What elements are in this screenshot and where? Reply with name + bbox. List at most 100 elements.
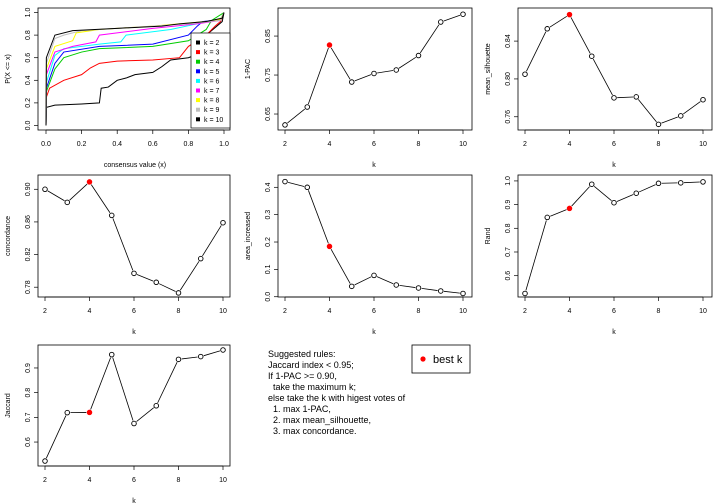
x-tick-label: 6 bbox=[612, 141, 616, 148]
x-tick-label: 8 bbox=[417, 141, 421, 148]
line-segment bbox=[617, 96, 634, 99]
data-point bbox=[611, 95, 617, 101]
line-segment bbox=[639, 184, 656, 193]
data-point bbox=[282, 122, 288, 128]
y-tick-label: 0.8 bbox=[505, 223, 512, 233]
data-point bbox=[64, 409, 70, 416]
x-tick-label: 0.8 bbox=[184, 141, 194, 148]
line-segment bbox=[419, 24, 440, 54]
line-segment bbox=[307, 47, 329, 105]
y-tick-label: 0.86 bbox=[25, 215, 32, 229]
line-segment bbox=[377, 70, 394, 74]
rule-line: take the maximum k; bbox=[268, 382, 356, 392]
data-point bbox=[64, 199, 70, 206]
data-point bbox=[415, 52, 422, 59]
line-segment bbox=[112, 357, 134, 421]
legend: k = 2 k = 3 k = 4 k = 5 k = 6 k = 7 k = 8 k = 9… bbox=[190, 32, 231, 129]
line-segment bbox=[443, 14, 461, 22]
x-tick-label: 8 bbox=[177, 477, 181, 484]
x-tick-label: 4 bbox=[568, 308, 572, 315]
line-segment bbox=[570, 17, 591, 54]
x-tick-label: 4 bbox=[88, 308, 92, 315]
data-point bbox=[175, 290, 182, 296]
y-tick-label: 0.84 bbox=[505, 34, 512, 48]
data-point bbox=[460, 11, 466, 17]
line-segment bbox=[330, 47, 351, 80]
panel-jaccard: 2 4 6 8 10 0.6 0.7 0.8 0.9 k Jaccard bbox=[5, 344, 231, 504]
best-k-legend: best k bbox=[411, 344, 471, 374]
data-point bbox=[678, 180, 684, 186]
data-point bbox=[131, 420, 137, 427]
y-axis-label: 1-PAC bbox=[245, 59, 252, 79]
legend-label: k = 6 bbox=[204, 78, 219, 85]
x-tick-label: 4 bbox=[568, 141, 572, 148]
data-point bbox=[589, 53, 595, 59]
data-point bbox=[393, 67, 400, 73]
x-tick-label: 4 bbox=[328, 141, 332, 148]
line-segment bbox=[287, 108, 306, 124]
data-point bbox=[678, 113, 684, 119]
y-tick-label: 0.8 bbox=[25, 388, 32, 398]
y-tick-label: 0.4 bbox=[25, 75, 32, 85]
line-segment bbox=[354, 74, 372, 82]
plot-frame bbox=[37, 344, 231, 467]
x-tick-label: 6 bbox=[372, 141, 376, 148]
plot-frame bbox=[37, 174, 231, 298]
line-segment bbox=[637, 99, 657, 123]
data-point bbox=[175, 356, 182, 363]
best-k-point bbox=[326, 42, 333, 48]
y-tick-label: 0.1 bbox=[265, 264, 272, 274]
y-tick-label: 0.0 bbox=[25, 121, 32, 131]
data-point bbox=[304, 104, 311, 110]
line-segment bbox=[90, 184, 111, 213]
y-axis-label: mean_silhouette bbox=[485, 43, 492, 94]
rule-line: 3. max concordance. bbox=[268, 426, 357, 436]
x-tick-label: 6 bbox=[612, 308, 616, 315]
x-tick-label: 0.0 bbox=[41, 141, 51, 148]
x-tick-label: 2 bbox=[283, 308, 287, 315]
line-segment bbox=[287, 181, 305, 187]
y-tick-label: 0.4 bbox=[265, 182, 272, 192]
y-tick-label: 0.0 bbox=[265, 292, 272, 302]
data-point bbox=[197, 255, 204, 262]
x-axis-label: k bbox=[612, 162, 616, 169]
data-point bbox=[633, 94, 640, 100]
line-segment bbox=[421, 288, 438, 291]
line-segment bbox=[550, 209, 567, 217]
x-tick-label: 0.4 bbox=[112, 141, 122, 148]
y-tick-label: 0.90 bbox=[25, 182, 32, 196]
y-tick-label: 0.2 bbox=[25, 98, 32, 108]
line-segment bbox=[181, 356, 198, 360]
data-point bbox=[371, 70, 377, 77]
y-tick-label: 0.85 bbox=[265, 29, 272, 43]
legend-swatch bbox=[196, 107, 200, 112]
panel-rand: 2 4 6 8 10 0.6 0.7 0.8 0.9 1.0 k Rand bbox=[485, 174, 713, 336]
y-axis-label: area_increased bbox=[245, 212, 252, 260]
line-segment bbox=[443, 290, 460, 294]
data-point bbox=[522, 290, 528, 297]
line-segment bbox=[330, 248, 351, 284]
y-tick-label: 1.0 bbox=[25, 8, 32, 18]
plot-frame bbox=[517, 174, 713, 298]
line-segment bbox=[616, 194, 634, 202]
legend-label: k = 9 bbox=[204, 107, 219, 114]
x-axis-label: k bbox=[612, 329, 616, 336]
y-tick-label: 0.82 bbox=[25, 248, 32, 262]
x-tick-label: 10 bbox=[219, 308, 227, 315]
y-tick-label: 0.75 bbox=[265, 68, 272, 82]
x-tick-label: 8 bbox=[177, 308, 181, 315]
y-tick-label: 0.9 bbox=[505, 200, 512, 210]
data-point bbox=[460, 290, 466, 297]
x-tick-label: 2 bbox=[523, 308, 527, 315]
y-tick-label: 0.6 bbox=[505, 271, 512, 281]
line-segment bbox=[354, 276, 372, 286]
data-point bbox=[349, 283, 355, 290]
legend-swatch bbox=[196, 88, 200, 93]
y-tick-label: 0.76 bbox=[505, 110, 512, 124]
legend-swatch bbox=[196, 78, 200, 83]
x-tick-label: 2 bbox=[523, 141, 527, 148]
ecdf-line-k3 bbox=[45, 12, 225, 126]
data-point bbox=[108, 351, 115, 358]
data-point bbox=[415, 285, 422, 291]
